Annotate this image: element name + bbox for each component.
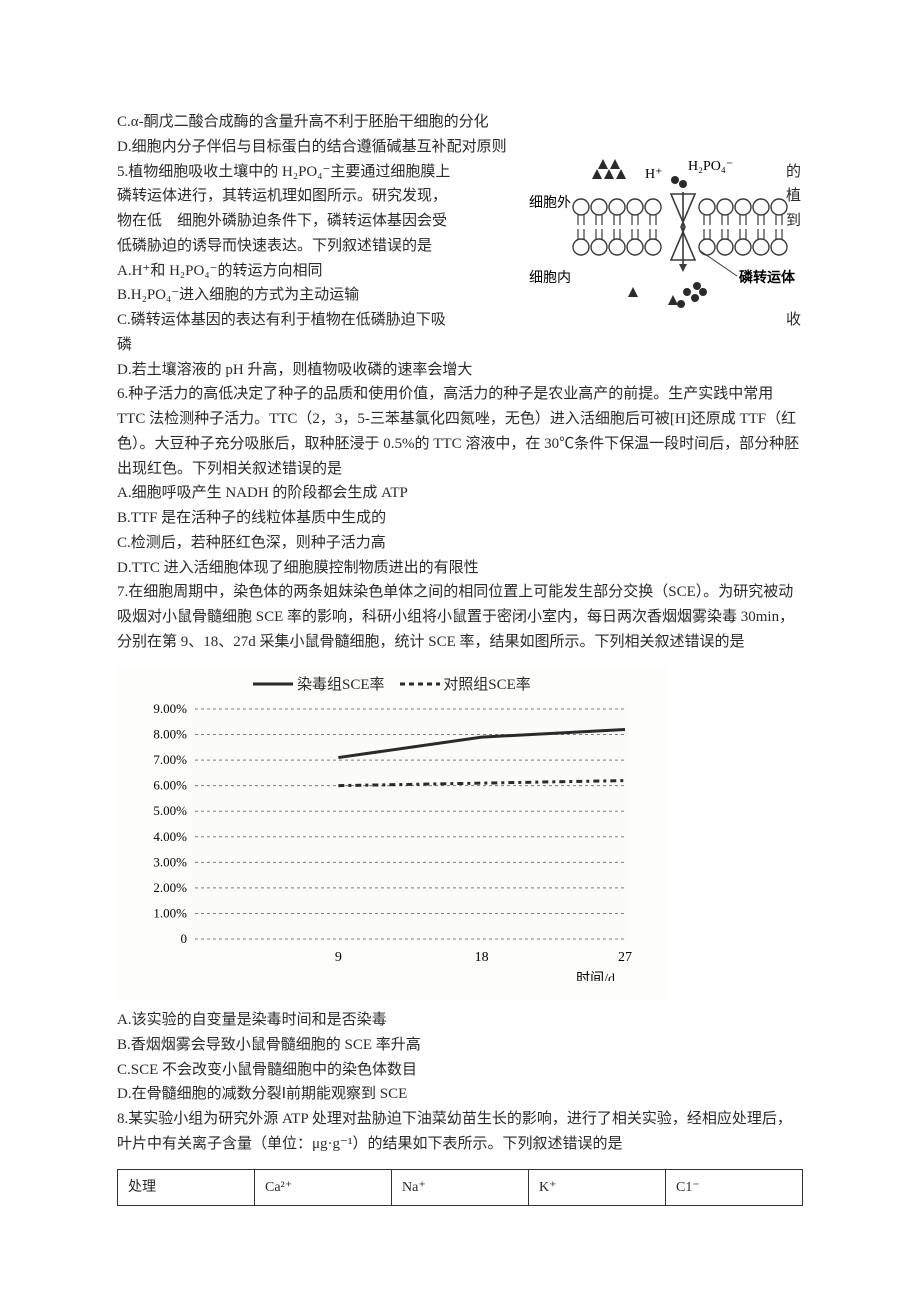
q7-stem: 7.在细胞周期中，染色体的两条姐妹染色单体之间的相同位置上可能发生部分交换（SC…: [117, 580, 803, 654]
q5-stem-l2: 磷转运体进行，其转运机理如图所示。研究发现，: [117, 184, 487, 209]
svg-text:3.00%: 3.00%: [153, 855, 187, 870]
q6-option-c: C.检测后，若种胚红色深，则种子活力高: [117, 531, 803, 556]
svg-text:6.00%: 6.00%: [153, 778, 187, 793]
q5-stem-l3: 物在低 细胞外磷胁迫条件下，磷转运体基因会受: [117, 209, 487, 234]
ion-col-4: C1⁻: [666, 1169, 803, 1205]
ion-col-3: K⁺: [529, 1169, 666, 1205]
ion-col-0: 处理: [118, 1169, 255, 1205]
q6-option-d: D.TTC 进入活细胞体现了细胞膜控制物质进出的有限性: [117, 556, 803, 581]
svg-text:27: 27: [618, 950, 632, 965]
q6-option-b: B.TTF 是在活种子的线粒体基质中生成的: [117, 506, 803, 531]
sce-chart: 染毒组SCE率 对照组SCE率 9.00% 8.00% 7.00% 6.00% 5.00…: [117, 667, 667, 1001]
q5-option-d: D.若土壤溶液的 pH 升高，则植物吸收磷的速率会增大: [117, 358, 803, 383]
svg-text:细胞外: 细胞外: [529, 195, 571, 211]
q5-option-a: A.H⁺和 H₂PO₄⁻的转运方向相同: [117, 259, 487, 284]
svg-text:细胞内: 细胞内: [529, 270, 571, 286]
svg-text:磷转运体: 磷转运体: [739, 269, 796, 286]
svg-text:9: 9: [335, 950, 342, 965]
legend-ctrl: 对照组SCE率: [400, 677, 531, 693]
svg-text:2.00%: 2.00%: [153, 880, 187, 895]
svg-text:4.00%: 4.00%: [153, 829, 187, 844]
ion-col-2: Na⁺: [392, 1169, 529, 1205]
q4-option-c: C.α-酮戊二酸合成酶的含量升高不利于胚胎干细胞的分化: [117, 110, 803, 135]
svg-text:8.00%: 8.00%: [153, 727, 187, 742]
q8-stem: 8.某实验小组为研究外源 ATP 处理对盐胁迫下油菜幼苗生长的影响，进行了相关实…: [117, 1107, 803, 1157]
q6-stem: 6.种子活力的高低决定了种子的品质和使用价值，高活力的种子是农业高产的前提。生产…: [117, 382, 803, 481]
q7-option-b: B.香烟烟雾会导致小鼠骨髓细胞的 SCE 率升高: [117, 1033, 803, 1058]
legend-exp: 染毒组SCE率: [253, 677, 388, 693]
svg-text:9.00%: 9.00%: [153, 701, 187, 716]
q5-option-c-end: 磷: [117, 333, 803, 358]
svg-text:H⁺: H⁺: [645, 167, 663, 182]
svg-text:18: 18: [475, 950, 489, 965]
svg-text:时间/d: 时间/d: [576, 971, 615, 981]
q7-option-c: C.SCE 不会改变小鼠骨髓细胞中的染色体数目: [117, 1058, 803, 1083]
q7-option-d: D.在骨髓细胞的减数分裂Ⅰ前期能观察到 SCE: [117, 1082, 803, 1107]
ion-table: 处理Ca²⁺Na⁺K⁺C1⁻: [117, 1169, 803, 1206]
q5-block: 5.植物细胞吸收土壤中的 H₂PO₄⁻主要通过细胞膜上 的 磷转运体进行，其转运…: [117, 160, 803, 383]
q5-option-b: B.H₂PO₄⁻进入细胞的方式为主动运输: [117, 283, 487, 308]
svg-text:H₂PO₄⁻: H₂PO₄⁻: [688, 159, 733, 174]
svg-text:7.00%: 7.00%: [153, 752, 187, 767]
membrane-diagram: H₂PO₄⁻ H⁺ 细胞外细胞内 磷转运体: [523, 152, 823, 332]
svg-text:0: 0: [181, 931, 188, 946]
svg-text:5.00%: 5.00%: [153, 803, 187, 818]
q5-stem-l1: 5.植物细胞吸收土壤中的 H₂PO₄⁻主要通过细胞膜上: [117, 160, 487, 185]
q7-option-a: A.该实验的自变量是染毒时间和是否染毒: [117, 1008, 803, 1033]
q5-option-c: C.磷转运体基因的表达有利于植物在低磷胁迫下吸: [117, 308, 487, 333]
q6-option-a: A.细胞呼吸产生 NADH 的阶段都会生成 ATP: [117, 481, 803, 506]
ion-col-1: Ca²⁺: [255, 1169, 392, 1205]
q5-stem-l4: 低磷胁迫的诱导而快速表达。下列叙述错误的是: [117, 234, 487, 259]
svg-text:1.00%: 1.00%: [153, 906, 187, 921]
